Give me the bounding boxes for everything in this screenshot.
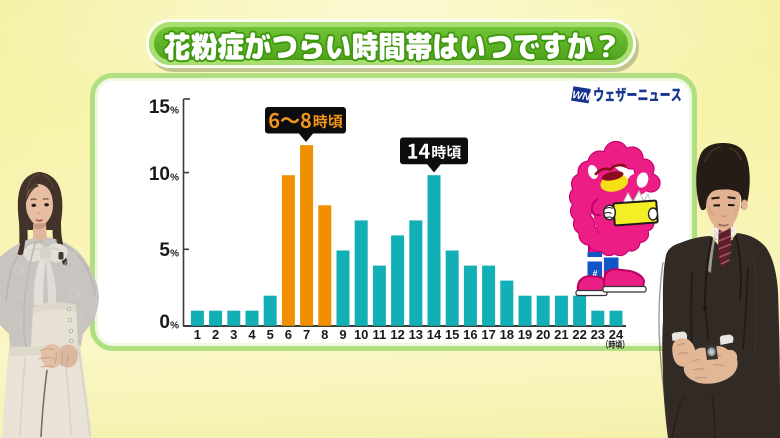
svg-text:3: 3 bbox=[230, 327, 237, 342]
svg-text:1: 1 bbox=[194, 327, 201, 342]
svg-text:10: 10 bbox=[149, 164, 170, 185]
svg-text:20: 20 bbox=[536, 327, 550, 342]
svg-text:9: 9 bbox=[339, 327, 346, 342]
svg-text:%: % bbox=[170, 320, 179, 331]
svg-text:0: 0 bbox=[159, 312, 170, 333]
svg-text:19: 19 bbox=[518, 327, 532, 342]
svg-text:14: 14 bbox=[427, 327, 442, 342]
svg-text:4: 4 bbox=[248, 327, 256, 342]
svg-text:16: 16 bbox=[463, 327, 477, 342]
svg-text:6: 6 bbox=[285, 327, 292, 342]
svg-text:10: 10 bbox=[354, 327, 368, 342]
svg-text:7: 7 bbox=[303, 327, 310, 342]
svg-text:18: 18 bbox=[500, 327, 514, 342]
svg-text:5: 5 bbox=[159, 240, 170, 261]
svg-text:12: 12 bbox=[390, 327, 404, 342]
svg-text:13: 13 bbox=[409, 327, 423, 342]
svg-text:%: % bbox=[170, 172, 179, 183]
svg-text:11: 11 bbox=[373, 327, 387, 342]
svg-text:22: 22 bbox=[572, 327, 586, 342]
svg-text:24: 24 bbox=[609, 327, 624, 342]
svg-text:21: 21 bbox=[554, 327, 568, 342]
svg-text:17: 17 bbox=[481, 327, 495, 342]
svg-text:%: % bbox=[170, 248, 179, 259]
svg-text:%: % bbox=[170, 105, 179, 116]
svg-text:23: 23 bbox=[591, 327, 605, 342]
svg-text:15: 15 bbox=[445, 327, 459, 342]
svg-text:15: 15 bbox=[149, 97, 171, 118]
svg-text:5: 5 bbox=[267, 327, 274, 342]
svg-text:2: 2 bbox=[212, 327, 219, 342]
svg-text:8: 8 bbox=[321, 327, 328, 342]
svg-text:#: # bbox=[593, 268, 598, 278]
